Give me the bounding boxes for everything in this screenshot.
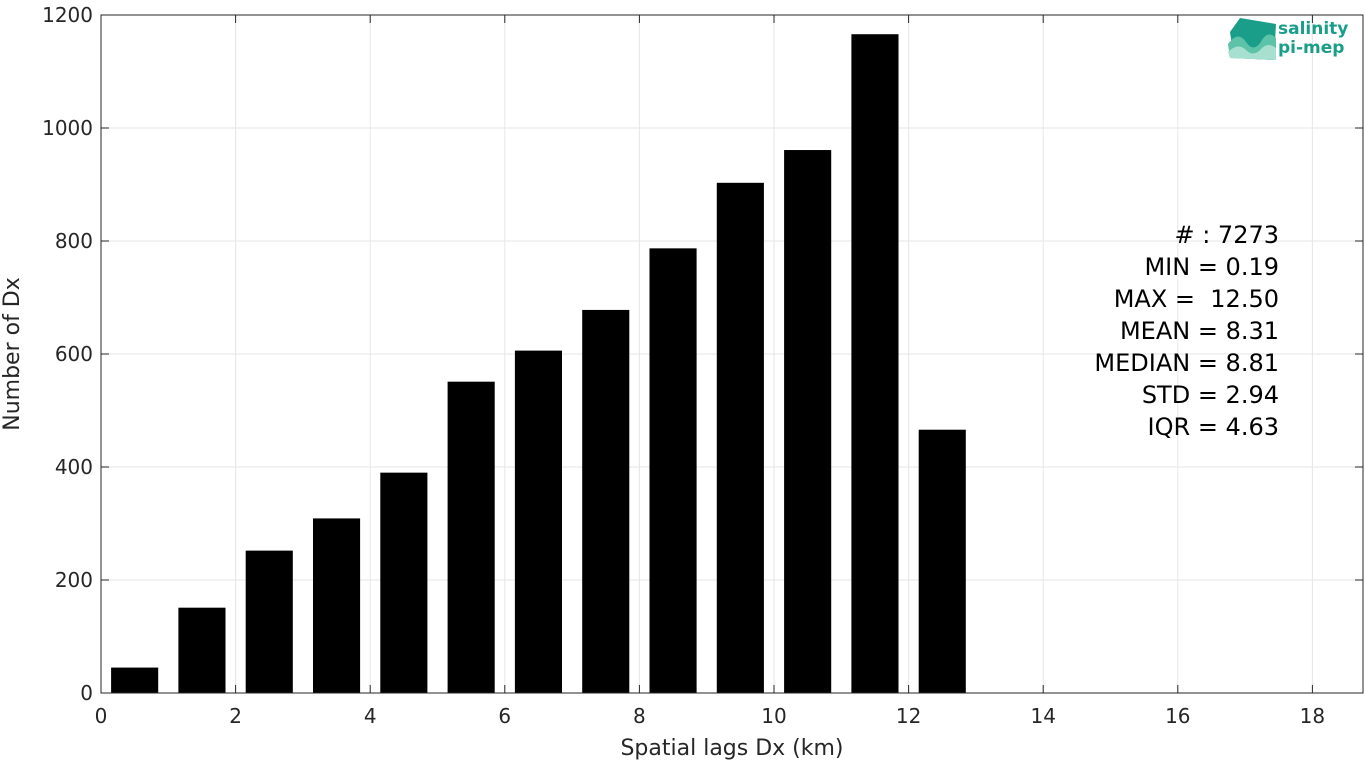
y-tick-label: 600 <box>55 342 93 366</box>
histogram-bar <box>514 350 563 693</box>
histogram-bar <box>447 381 495 693</box>
y-tick-label: 400 <box>55 455 93 479</box>
statistic-line: # : 7273 <box>1174 221 1279 249</box>
x-tick-label: 4 <box>364 704 377 728</box>
x-tick-label: 16 <box>1165 704 1190 728</box>
y-axis-label: Number of Dx <box>0 277 25 431</box>
x-tick-label: 12 <box>896 704 921 728</box>
statistic-line: MAX = 12.50 <box>1114 285 1279 313</box>
y-tick-label: 1200 <box>42 3 93 27</box>
logo-wave-icon <box>1228 18 1276 60</box>
y-tick-label: 200 <box>55 568 93 592</box>
histogram-bar <box>582 309 630 693</box>
y-tick-labels: 0 200 400 600 800 1000 1200 <box>42 3 93 705</box>
histogram-bar <box>784 150 832 693</box>
y-tick-label: 800 <box>55 229 93 253</box>
x-tick-label: 10 <box>761 704 786 728</box>
histogram-bar <box>111 667 159 693</box>
histogram-bar <box>716 182 764 693</box>
x-tick-label: 14 <box>1030 704 1055 728</box>
bars-group <box>111 34 966 693</box>
histogram-bar <box>178 607 226 693</box>
histogram-bar <box>380 472 428 693</box>
statistics-box: # : 7273 MIN = 0.19 MAX = 12.50 MEAN = 8.31… <box>1094 221 1279 441</box>
statistic-line: IQR = 4.63 <box>1148 413 1279 441</box>
x-tick-labels: 0 2 4 6 8 10 12 14 16 18 <box>95 704 1325 728</box>
logo-text-line1: salinity <box>1278 19 1348 39</box>
salinity-pi-mep-logo: salinity pi-mep <box>1228 18 1348 60</box>
x-tick-label: 0 <box>95 704 108 728</box>
axes-ticks <box>100 14 1363 694</box>
x-axis-label: Spatial lags Dx (km) <box>620 736 843 761</box>
x-tick-label: 18 <box>1300 704 1325 728</box>
histogram-bar <box>312 518 361 693</box>
statistic-line: MEDIAN = 8.81 <box>1094 349 1279 377</box>
statistic-line: MEAN = 8.31 <box>1120 317 1279 345</box>
statistic-line: MIN = 0.19 <box>1144 253 1279 281</box>
histogram-bar <box>245 550 293 693</box>
x-tick-label: 6 <box>498 704 511 728</box>
x-tick-label: 8 <box>633 704 646 728</box>
histogram-bar <box>649 248 697 693</box>
y-tick-label: 0 <box>80 681 93 705</box>
logo-text-line2: pi-mep <box>1278 38 1344 58</box>
histogram-bar <box>918 429 966 693</box>
statistic-line: STD = 2.94 <box>1142 381 1279 409</box>
y-tick-label: 1000 <box>42 116 93 140</box>
histogram-bar <box>851 34 899 693</box>
x-tick-label: 2 <box>229 704 242 728</box>
